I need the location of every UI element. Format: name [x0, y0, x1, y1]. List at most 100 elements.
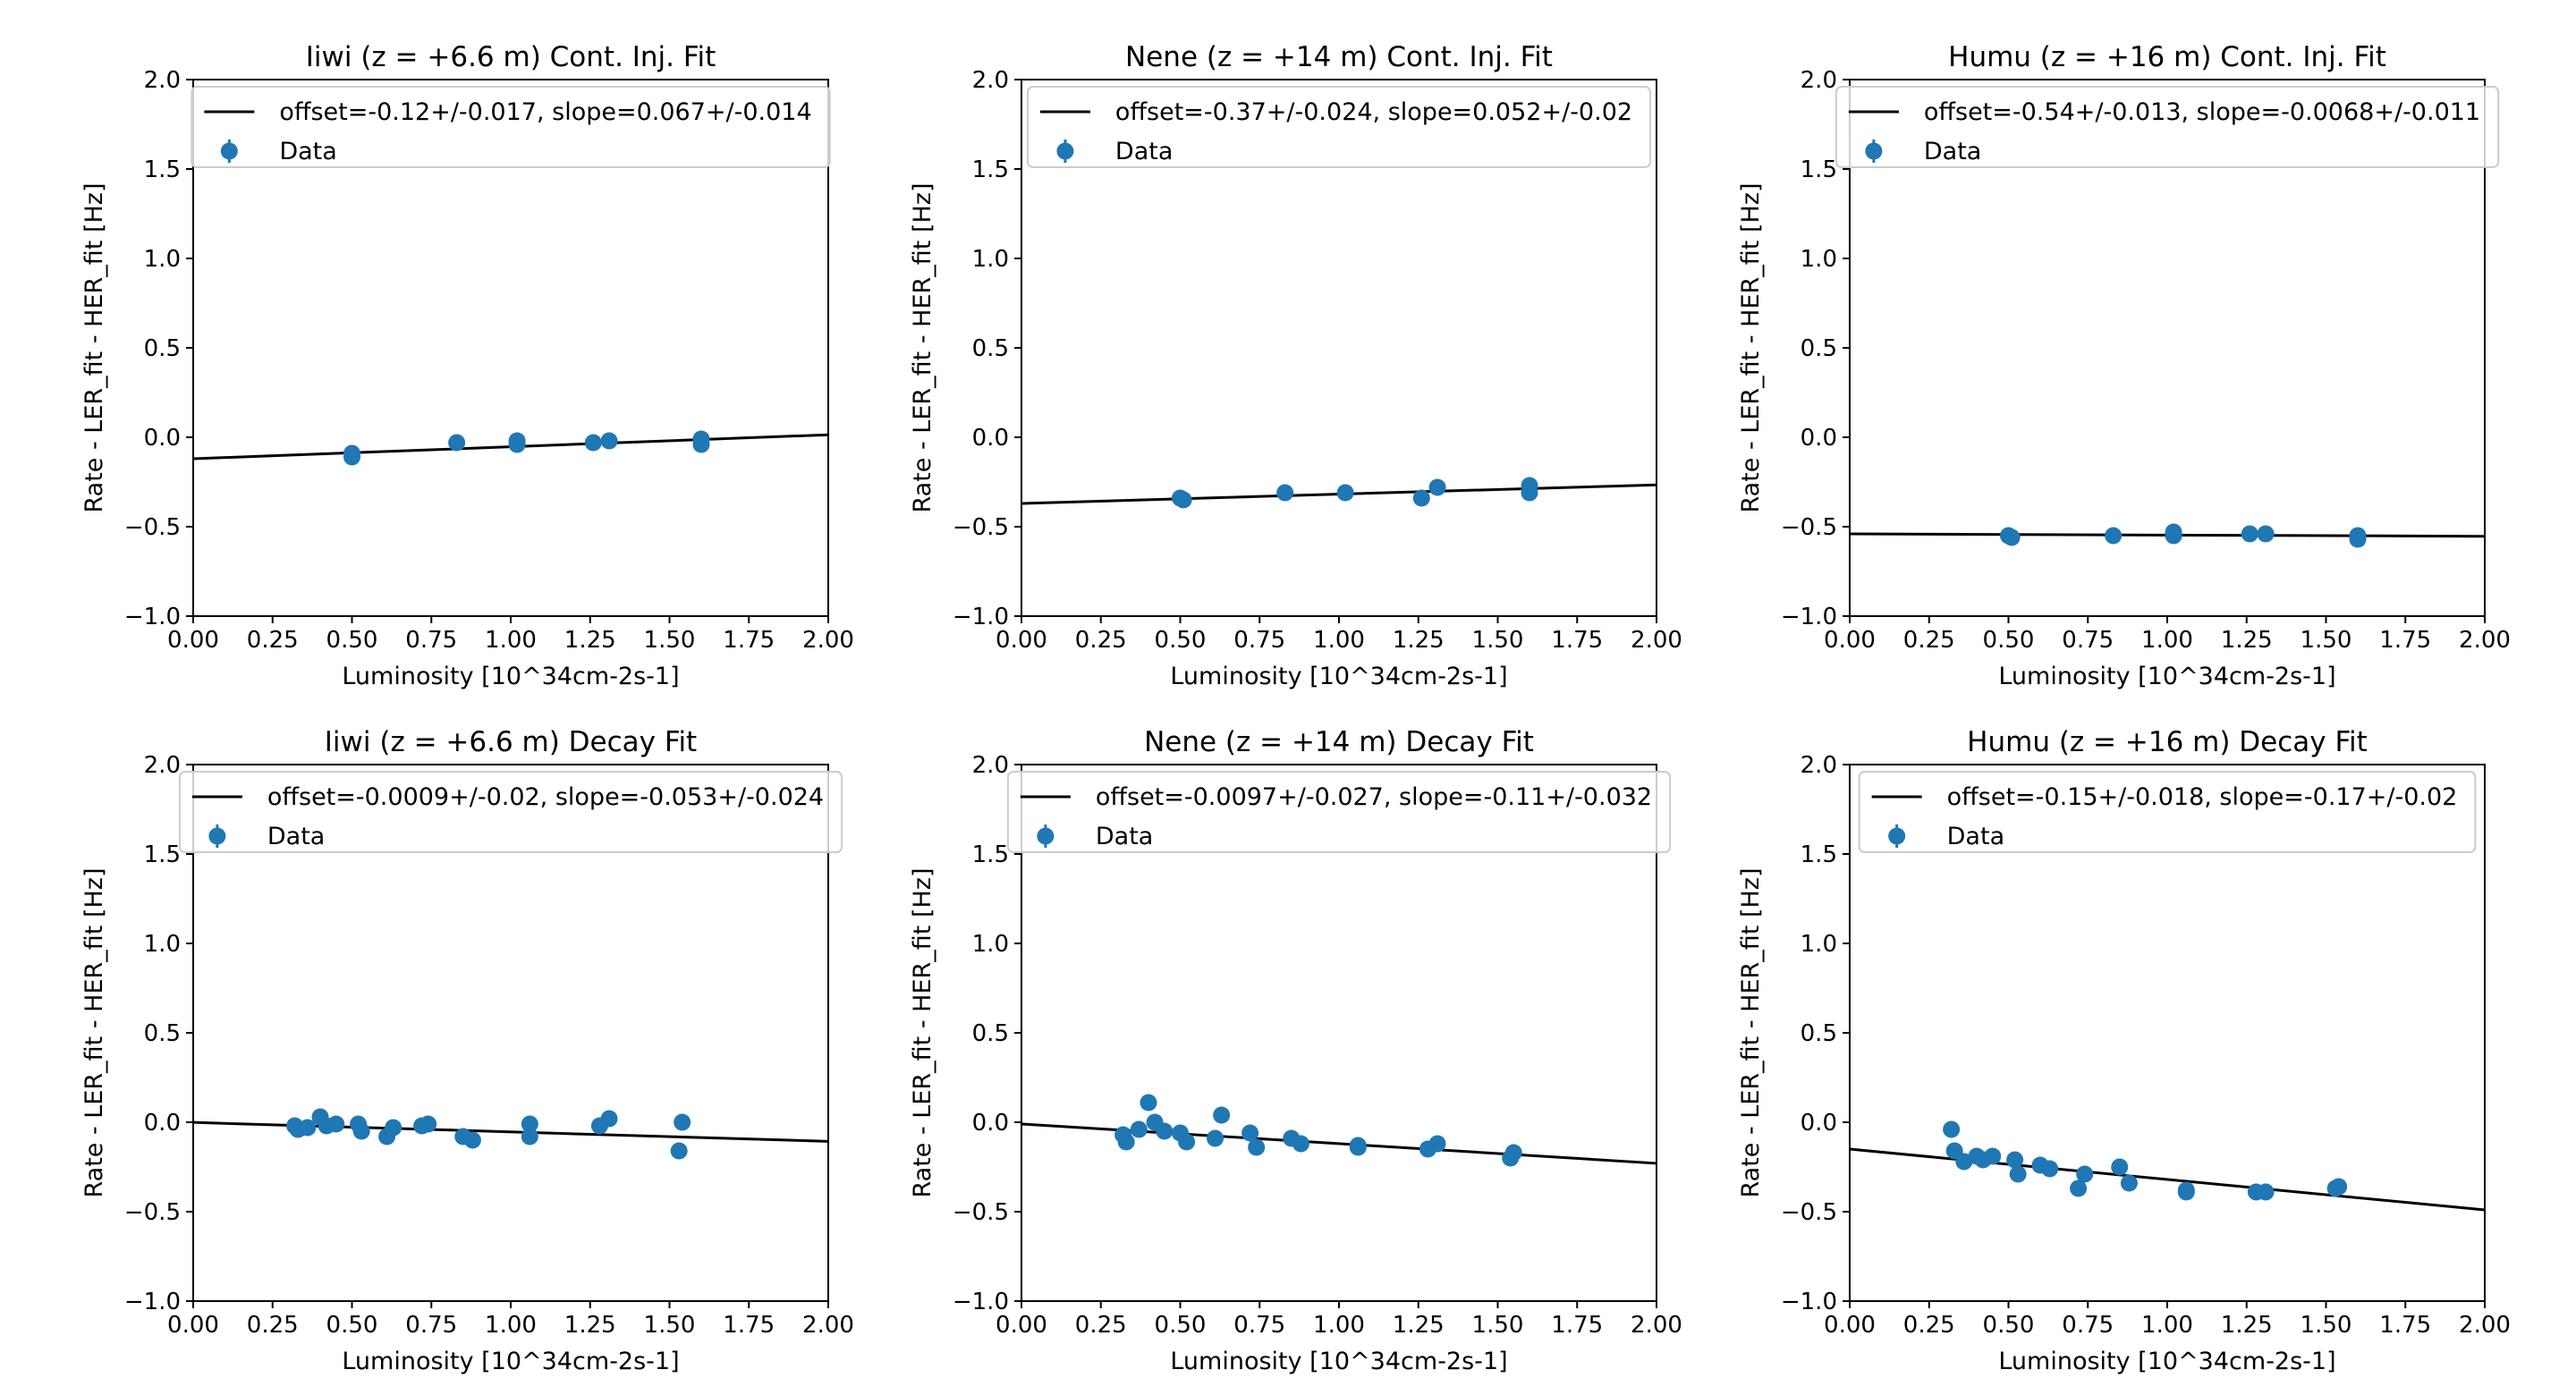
chart-title: Iiwi (z = +6.6 m) Decay Fit — [325, 726, 697, 758]
data-point — [1292, 1135, 1309, 1153]
data-point — [2076, 1165, 2094, 1183]
x-tick-label: 0.00 — [1824, 1312, 1876, 1339]
data-point — [1349, 1137, 1367, 1154]
y-tick-label: 0.0 — [972, 1110, 1009, 1137]
legend-frame — [178, 771, 843, 853]
data-point — [674, 1113, 691, 1131]
x-tick-label: 1.50 — [1472, 1312, 1524, 1339]
data-point — [299, 1119, 317, 1137]
subplot-4: Iiwi (z = +6.6 m) Decay Fit 0.00 0.25 0.50 0… — [80, 726, 854, 1375]
y-tick-label: 1.0 — [972, 931, 1009, 958]
x-tick-label: 0.25 — [1075, 1312, 1127, 1339]
legend-data-label: Data — [267, 823, 325, 850]
y-axis-label: Rate - LER_fit - HER_fit [Hz] — [909, 867, 936, 1197]
x-tick-label: 0.75 — [1233, 1312, 1285, 1339]
y-axis-label: Rate - LER_fit - HER_fit [Hz] — [80, 182, 108, 512]
data-point — [521, 1128, 538, 1146]
y-tick-label: 1.5 — [972, 841, 1009, 868]
y-tick-label: 1.5 — [144, 841, 181, 868]
legend: offset=-0.0009+/-0.02, slope=-0.053+/-0.… — [178, 771, 843, 853]
data-point — [508, 435, 526, 453]
x-axis-label: Luminosity [10^34cm-2s-1] — [342, 1348, 679, 1375]
x-tick-label: 1.50 — [2301, 627, 2352, 654]
x-tick-label: 1.25 — [1393, 1312, 1445, 1339]
data-point — [385, 1119, 402, 1137]
x-tick-label: 1.50 — [1472, 627, 1524, 654]
y-tick-label: 0.5 — [1801, 1020, 1837, 1047]
x-tick-label: 0.75 — [1233, 627, 1285, 654]
y-tick-label: −1.0 — [124, 604, 181, 630]
y-tick-label: 2.0 — [1801, 752, 1837, 779]
y-tick-label: −1.0 — [1781, 604, 1837, 630]
subplot-5: Nene (z = +14 m) Decay Fit 0.00 0.25 0.50 0.… — [909, 726, 1682, 1375]
y-axis-label: Rate - LER_fit - HER_fit [Hz] — [1737, 182, 1765, 512]
y-tick-label: 0.0 — [972, 425, 1009, 452]
x-tick-label: 1.50 — [644, 1312, 696, 1339]
data-point — [352, 1122, 370, 1140]
y-tick-label: 1.0 — [1801, 246, 1837, 273]
y-tick-label: 1.5 — [972, 156, 1009, 183]
x-axis-label: Luminosity [10^34cm-2s-1] — [1998, 663, 2335, 690]
y-tick-label: 1.5 — [144, 156, 181, 183]
y-tick-label: 1.0 — [144, 246, 181, 273]
x-tick-label: 1.25 — [1393, 627, 1445, 654]
data-point — [2070, 1179, 2088, 1197]
y-tick-label: 0.5 — [972, 1020, 1009, 1047]
legend-data-label: Data — [279, 138, 336, 165]
x-axis-label: Luminosity [10^34cm-2s-1] — [1170, 1348, 1507, 1375]
y-tick-label: −1.0 — [1781, 1289, 1837, 1315]
data-point — [1276, 484, 1294, 502]
data-point — [692, 435, 710, 453]
x-tick-label: 1.00 — [2141, 627, 2193, 654]
x-tick-label: 0.25 — [1903, 1312, 1955, 1339]
legend-fit-label: offset=-0.37+/-0.024, slope=0.052+/-0.02 — [1115, 98, 1632, 126]
legend-fit-label: offset=-0.0097+/-0.027, slope=-0.11+/-0.… — [1096, 783, 1652, 811]
legend-data-swatch — [1865, 142, 1883, 160]
x-tick-label: 0.50 — [1983, 627, 2035, 654]
y-axis-label: Rate - LER_fit - HER_fit [Hz] — [909, 182, 936, 512]
x-tick-label: 0.00 — [167, 1312, 219, 1339]
y-tick-label: 2.0 — [144, 752, 181, 779]
legend-fit-label: offset=-0.15+/-0.018, slope=-0.17+/-0.02 — [1947, 783, 2458, 811]
y-tick-label: 0.5 — [972, 335, 1009, 362]
y-tick-label: 2.0 — [972, 752, 1009, 779]
subplot-1: Iiwi (z = +6.6 m) Cont. Inj. Fit 0.00 0.25… — [80, 41, 854, 690]
data-point — [2330, 1178, 2348, 1196]
x-tick-label: 0.25 — [1075, 627, 1127, 654]
legend-fit-label: offset=-0.0009+/-0.02, slope=-0.053+/-0.… — [267, 783, 824, 811]
data-point — [2257, 1183, 2275, 1201]
y-tick-label: 0.5 — [144, 1020, 181, 1047]
x-axis-label: Luminosity [10^34cm-2s-1] — [342, 663, 679, 690]
data-point — [521, 1115, 538, 1133]
x-tick-label: 0.00 — [1824, 627, 1876, 654]
data-point — [1428, 1135, 1446, 1153]
subplot-3: Humu (z = +16 m) Cont. Inj. Fit 0.00 0.25 0… — [1737, 41, 2511, 690]
data-point — [1943, 1120, 1961, 1138]
y-tick-label: 0.0 — [1801, 1110, 1837, 1137]
x-tick-label: 0.00 — [996, 627, 1047, 654]
y-tick-label: 2.0 — [144, 67, 181, 94]
data-point — [1207, 1129, 1224, 1147]
x-tick-label: 0.50 — [1155, 627, 1207, 654]
y-tick-label: 2.0 — [1801, 67, 1837, 94]
x-tick-label: 0.25 — [1903, 627, 1955, 654]
x-tick-label: 2.00 — [1631, 627, 1682, 654]
legend: offset=-0.0097+/-0.027, slope=-0.11+/-0.… — [1006, 771, 1672, 853]
legend: offset=-0.12+/-0.017, slope=0.067+/-0.01… — [191, 86, 831, 168]
x-tick-label: 0.50 — [326, 1312, 378, 1339]
data-point — [1428, 478, 1446, 496]
y-tick-label: 1.0 — [972, 246, 1009, 273]
chart-title: Iiwi (z = +6.6 m) Cont. Inj. Fit — [306, 41, 716, 73]
chart-title: Nene (z = +14 m) Cont. Inj. Fit — [1125, 41, 1553, 73]
data-point — [600, 1110, 618, 1128]
x-tick-label: 1.75 — [2379, 627, 2431, 654]
chart-title: Humu (z = +16 m) Cont. Inj. Fit — [1948, 41, 2386, 73]
y-tick-label: 0.0 — [144, 1110, 181, 1137]
x-tick-label: 1.25 — [2221, 1312, 2273, 1339]
x-tick-label: 1.50 — [644, 627, 696, 654]
data-point — [463, 1131, 481, 1149]
x-tick-label: 1.00 — [485, 1312, 537, 1339]
chart-title: Nene (z = +14 m) Decay Fit — [1144, 726, 1534, 758]
x-tick-label: 2.00 — [802, 627, 854, 654]
y-tick-label: 1.0 — [1801, 931, 1837, 958]
